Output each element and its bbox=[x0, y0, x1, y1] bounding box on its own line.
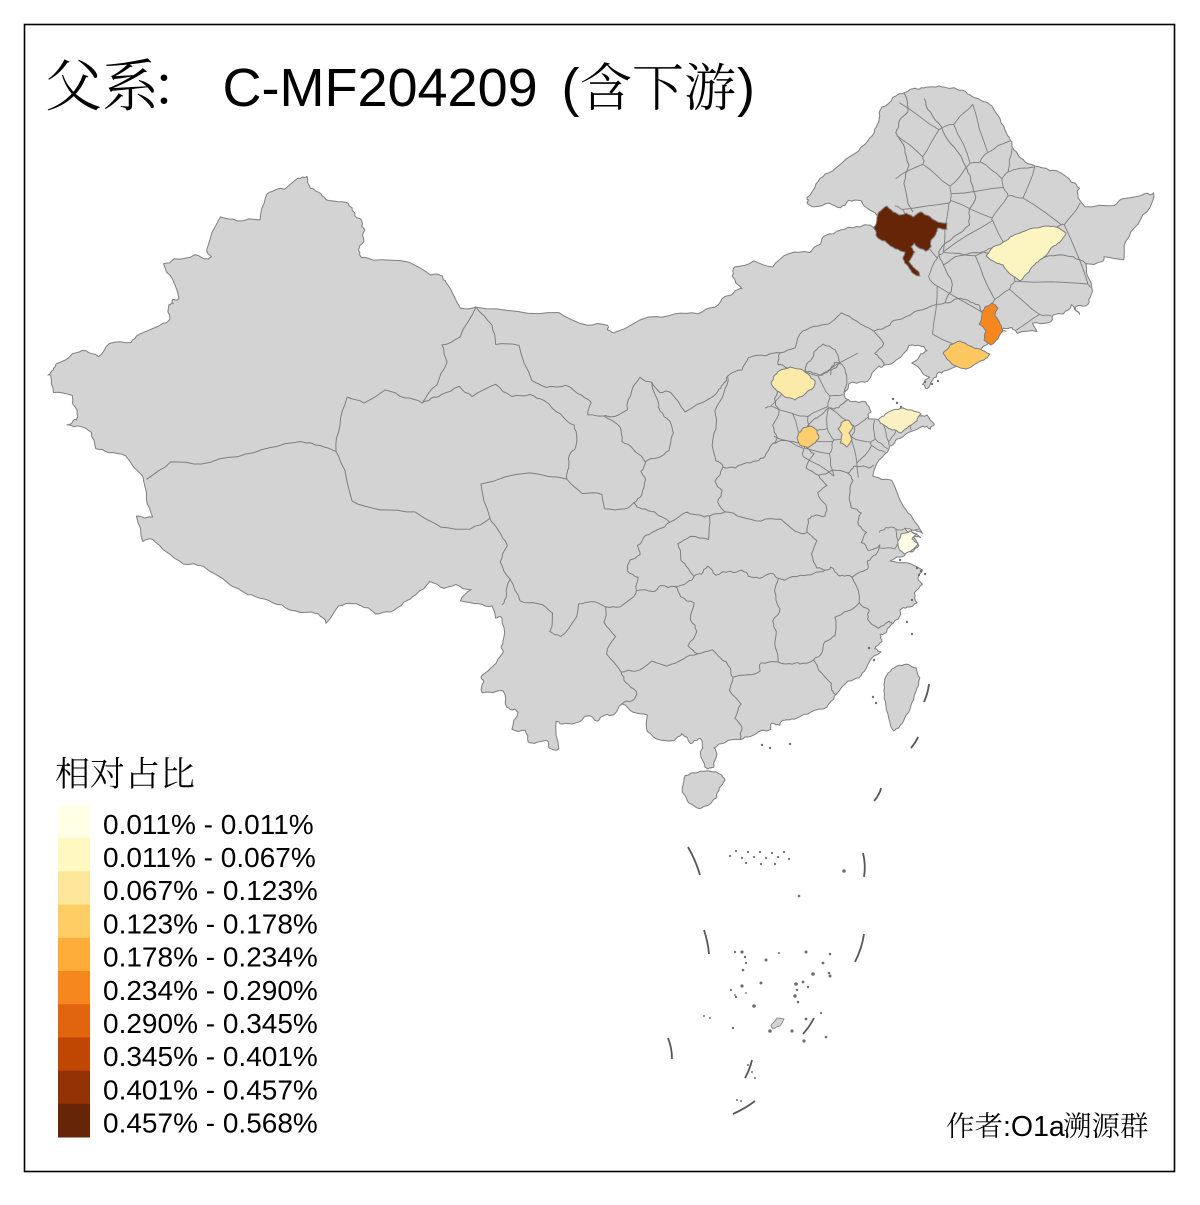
svg-text:): ) bbox=[737, 58, 755, 118]
svg-text:C-MF204209: C-MF204209 bbox=[223, 58, 538, 118]
svg-text:0.067% - 0.123%: 0.067% - 0.123% bbox=[103, 875, 318, 906]
svg-text::O1a: :O1a bbox=[1003, 1111, 1065, 1143]
svg-text:(: ( bbox=[562, 58, 580, 118]
svg-text:0.123% - 0.178%: 0.123% - 0.178% bbox=[103, 908, 318, 939]
svg-text:0.011% - 0.067%: 0.011% - 0.067% bbox=[103, 842, 316, 873]
svg-text:0.401% - 0.457%: 0.401% - 0.457% bbox=[103, 1074, 318, 1105]
svg-text:0.011% - 0.011%: 0.011% - 0.011% bbox=[103, 809, 314, 840]
svg-text:0.178% - 0.234%: 0.178% - 0.234% bbox=[103, 942, 318, 973]
svg-text:0.290% - 0.345%: 0.290% - 0.345% bbox=[103, 1008, 318, 1039]
svg-text:0.457% - 0.568%: 0.457% - 0.568% bbox=[103, 1108, 318, 1139]
svg-text:0.234% - 0.290%: 0.234% - 0.290% bbox=[103, 975, 318, 1006]
svg-text:0.345% - 0.401%: 0.345% - 0.401% bbox=[103, 1041, 318, 1072]
